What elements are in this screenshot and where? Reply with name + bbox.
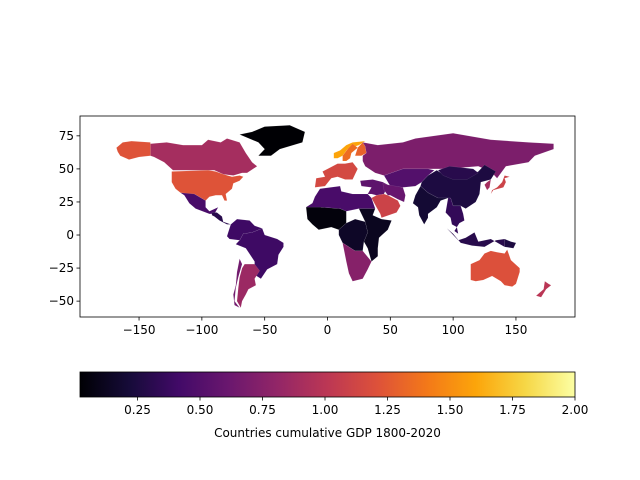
y-tick-label: −25 [49, 261, 74, 275]
region-argentina [236, 263, 260, 309]
map-regions [116, 125, 554, 309]
region-iran [382, 183, 406, 203]
y-tick-label: −50 [49, 294, 74, 308]
region-central-africa [338, 218, 368, 252]
region-central-america [211, 212, 231, 225]
region-northern-south-america [226, 218, 263, 241]
region-japan [490, 175, 511, 195]
map-axes: −150 −100 −50 0 50 100 150 −50 −25 0 25 50 75 [49, 115, 576, 337]
colorbar-frame [79, 371, 576, 398]
region-southern-africa [342, 242, 372, 282]
colorbar-tick-label: 0.25 [124, 403, 151, 417]
region-southeast-asia [445, 197, 465, 235]
colorbar-tick-label: 1.25 [374, 403, 401, 417]
region-norway [333, 140, 366, 159]
region-mongolia [437, 166, 479, 180]
x-axis: −150 −100 −50 0 50 100 150 [123, 317, 527, 337]
colorbar-tick-label: 2.00 [562, 403, 589, 417]
region-australia [470, 249, 520, 287]
region-mexico [179, 192, 219, 215]
colorbar-tick-label: 0.75 [249, 403, 276, 417]
x-tick-label: 100 [442, 323, 465, 337]
region-canada [150, 138, 258, 176]
region-greenland [239, 125, 306, 156]
region-papua-new-guinea [504, 238, 517, 249]
region-brazil [235, 228, 284, 279]
colorbar: 0.25 0.50 0.75 1.00 1.25 1.50 1.75 2.00 Countri… [79, 371, 588, 440]
x-tick-label: 150 [504, 323, 527, 337]
x-tick-label: −50 [252, 323, 277, 337]
y-axis: −50 −25 0 25 50 75 [49, 129, 80, 308]
colorbar-tick-label: 0.50 [187, 403, 214, 417]
colorbar-tick-label: 1.75 [499, 403, 526, 417]
region-new-zealand [535, 281, 552, 298]
x-tick-label: 50 [383, 323, 398, 337]
colorbar-ticks: 0.25 0.50 0.75 1.00 1.25 1.50 1.75 2.00 [124, 397, 588, 417]
y-tick-label: 75 [59, 129, 74, 143]
x-tick-label: −100 [185, 323, 218, 337]
region-russia [362, 133, 554, 179]
region-saudi-arabia [371, 193, 401, 218]
y-tick-label: 50 [59, 162, 74, 176]
colorbar-tick-label: 1.00 [312, 403, 339, 417]
y-tick-label: 0 [66, 228, 74, 242]
x-tick-label: −150 [123, 323, 156, 337]
colorbar-tick-label: 1.50 [437, 403, 464, 417]
region-western-europe [314, 162, 358, 188]
region-alaska [116, 140, 151, 160]
region-east-africa [358, 208, 392, 262]
colorbar-label: Countries cumulative GDP 1800-2020 [214, 426, 441, 440]
x-tick-label: 0 [324, 323, 332, 337]
region-korea [484, 179, 492, 191]
colorbar-gradient [80, 372, 575, 397]
region-india [412, 185, 449, 225]
y-tick-label: 25 [59, 195, 74, 209]
region-chile [233, 258, 243, 308]
